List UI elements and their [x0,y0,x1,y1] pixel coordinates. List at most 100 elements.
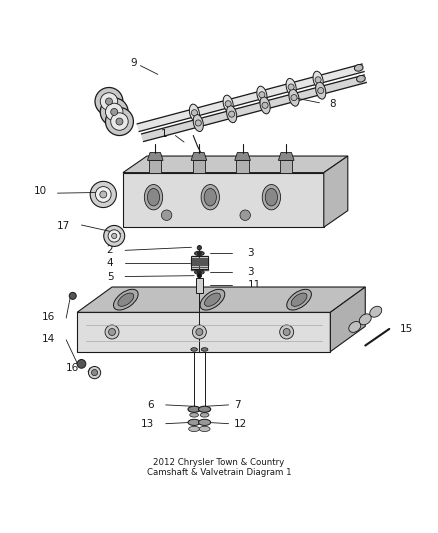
Text: 12: 12 [234,419,247,429]
Polygon shape [324,156,348,227]
Text: 6: 6 [147,400,154,410]
Circle shape [318,87,324,94]
Text: 10: 10 [33,187,46,196]
Circle shape [90,181,117,207]
Text: 1: 1 [161,129,168,139]
Ellipse shape [204,189,216,206]
Ellipse shape [197,271,201,273]
Polygon shape [193,160,205,173]
Ellipse shape [359,314,371,325]
Circle shape [100,93,118,110]
Text: 2: 2 [107,245,113,255]
Ellipse shape [148,189,159,206]
Ellipse shape [265,189,278,206]
Ellipse shape [200,413,209,417]
Ellipse shape [188,419,200,425]
Bar [191,256,208,269]
Ellipse shape [198,406,211,413]
Circle shape [105,325,119,339]
Circle shape [108,230,120,242]
Circle shape [229,111,235,117]
Circle shape [161,210,172,221]
Text: 3: 3 [247,248,254,259]
Polygon shape [123,173,324,227]
Ellipse shape [289,89,299,106]
Ellipse shape [287,289,311,310]
Circle shape [259,92,265,98]
Text: 16: 16 [66,363,79,373]
Text: 14: 14 [42,334,55,344]
Text: 7: 7 [234,400,241,410]
Ellipse shape [262,184,281,210]
Circle shape [192,325,206,339]
Ellipse shape [316,82,326,99]
Ellipse shape [357,75,365,82]
Ellipse shape [291,293,307,306]
Polygon shape [141,75,366,141]
Circle shape [191,110,198,116]
Circle shape [195,120,201,126]
Ellipse shape [349,321,361,333]
Text: 4: 4 [107,258,113,268]
Text: 11: 11 [247,280,261,290]
Polygon shape [77,312,330,352]
Ellipse shape [189,104,200,122]
Circle shape [100,98,128,126]
Text: 13: 13 [141,419,154,429]
Ellipse shape [201,184,219,210]
Circle shape [106,103,123,120]
Polygon shape [123,156,348,173]
Circle shape [240,210,251,221]
Polygon shape [149,160,161,173]
Circle shape [95,87,123,116]
Circle shape [112,233,117,239]
Polygon shape [77,287,365,312]
Circle shape [92,369,98,376]
Ellipse shape [226,106,237,123]
Polygon shape [148,152,163,160]
Ellipse shape [313,71,323,88]
Circle shape [197,246,201,250]
Circle shape [196,328,203,335]
Polygon shape [235,152,251,160]
Circle shape [116,118,123,125]
Circle shape [109,328,116,335]
Text: 8: 8 [329,99,336,109]
Text: 2012 Chrysler Town & Country
Camshaft & Valvetrain Diagram 1: 2012 Chrysler Town & Country Camshaft & … [147,457,291,477]
Circle shape [111,113,128,130]
Circle shape [111,108,118,116]
Polygon shape [279,152,294,160]
Ellipse shape [188,406,200,413]
Ellipse shape [145,184,162,210]
Circle shape [106,108,134,135]
Circle shape [100,191,107,198]
Ellipse shape [191,348,198,351]
Ellipse shape [198,419,211,425]
Text: 3: 3 [247,267,254,277]
Polygon shape [280,160,292,173]
Polygon shape [330,287,365,352]
Ellipse shape [189,426,200,432]
Polygon shape [237,160,249,173]
Ellipse shape [194,251,204,256]
Ellipse shape [197,252,201,254]
Circle shape [95,187,111,203]
Ellipse shape [193,115,203,132]
Bar [196,278,203,293]
Ellipse shape [201,348,208,351]
Text: 16: 16 [42,312,55,322]
Ellipse shape [223,95,233,112]
Circle shape [69,293,76,300]
Ellipse shape [286,78,296,95]
Text: 5: 5 [107,271,113,281]
Text: 17: 17 [57,221,71,231]
Ellipse shape [199,426,210,432]
Circle shape [280,325,293,339]
Polygon shape [137,64,364,132]
Circle shape [88,367,101,379]
Text: 9: 9 [131,59,137,68]
Circle shape [262,102,268,108]
Circle shape [291,94,297,101]
Ellipse shape [257,86,267,103]
Ellipse shape [200,289,225,310]
